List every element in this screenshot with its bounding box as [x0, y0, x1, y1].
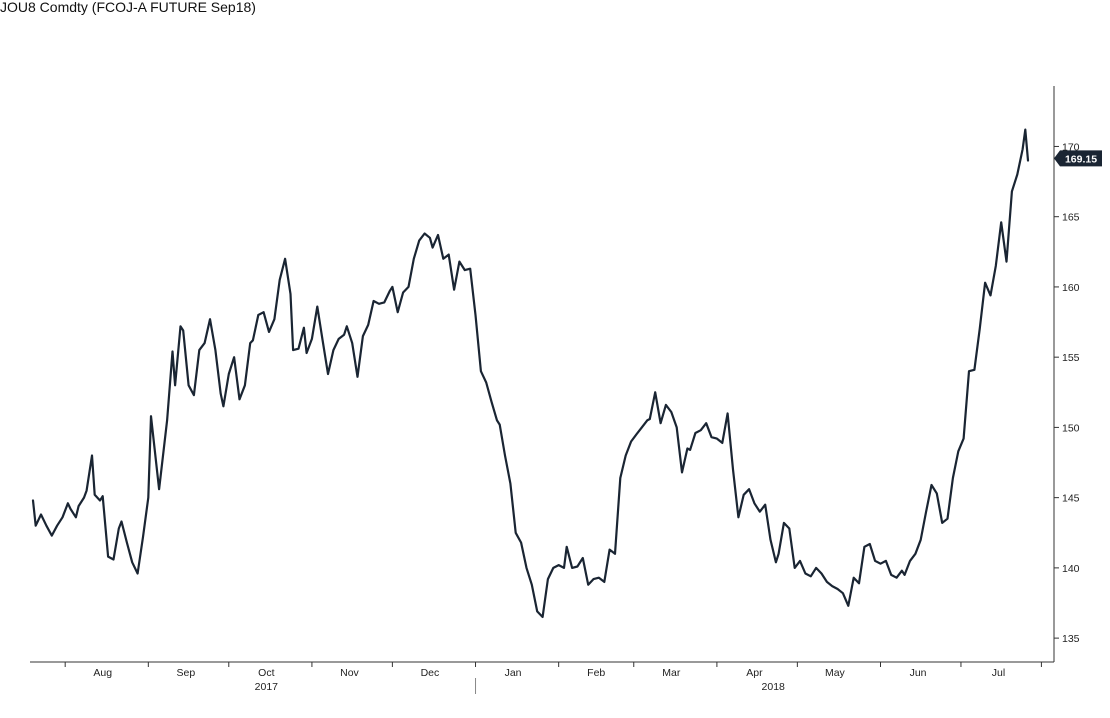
x-tick-label: Mar: [662, 667, 681, 679]
y-tick-label: 140: [1062, 563, 1080, 575]
y-tick-label: 135: [1062, 633, 1080, 645]
last-value-badge-shape: [1054, 150, 1102, 167]
chart-title: JOU8 Comdty (FCOJ-A FUTURE Sep18): [0, 0, 256, 15]
x-tick-label: Jul: [992, 667, 1005, 679]
y-tick-label: 150: [1062, 422, 1080, 434]
last-value-label: 169.15: [1065, 153, 1097, 165]
x-tick-label: Jun: [910, 667, 927, 679]
y-tick-label: 145: [1062, 493, 1080, 505]
y-tick-label: 155: [1062, 352, 1080, 364]
last-value-badge: 169.15: [1054, 150, 1102, 167]
price-series-line: [31, 128, 1030, 619]
x-tick-label: Feb: [587, 667, 605, 679]
x-tick-label: Apr: [746, 667, 763, 679]
year-label: 2017: [255, 681, 279, 693]
y-tick-label: 165: [1062, 212, 1080, 224]
x-tick-label: Jan: [505, 667, 522, 679]
x-tick-label: Aug: [93, 667, 112, 679]
plot-area: [31, 128, 1030, 619]
x-tick-label: Oct: [258, 667, 274, 679]
x-tick-label: Nov: [340, 667, 359, 679]
x-tick-label: Dec: [421, 667, 440, 679]
x-tick-label: May: [825, 667, 846, 679]
year-label: 2018: [762, 681, 786, 693]
y-tick-label: 160: [1062, 282, 1080, 294]
x-axis-ticks: Aug Sep Oct Nov Dec Jan Feb Mar Apr May Jun Jul 2017…: [64, 662, 1042, 694]
x-tick-label: Sep: [177, 667, 196, 679]
